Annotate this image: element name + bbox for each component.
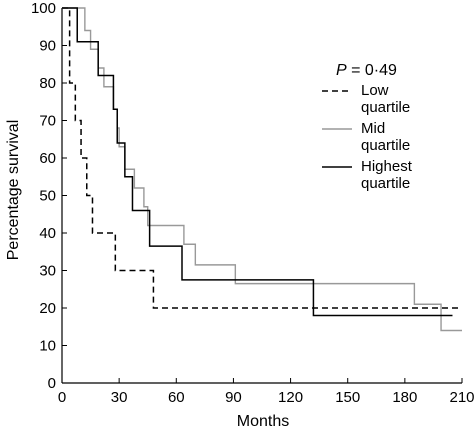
y-tick-label: 0 bbox=[48, 375, 56, 392]
legend-label-mid-quartile: Mid bbox=[361, 120, 385, 137]
y-tick-label: 80 bbox=[39, 75, 56, 92]
legend-label-highest-quartile: Highest bbox=[361, 158, 413, 175]
y-tick-label: 70 bbox=[39, 113, 56, 130]
y-tick-label: 90 bbox=[39, 38, 56, 55]
series-line-highest-quartile bbox=[62, 7, 453, 317]
y-tick-label: 100 bbox=[31, 0, 56, 17]
x-tick-label: 90 bbox=[225, 389, 242, 406]
y-tick-label: 20 bbox=[39, 300, 56, 317]
legend-label-highest-quartile: quartile bbox=[361, 175, 410, 192]
series-line-low-quartile bbox=[62, 7, 462, 309]
y-tick-label: 50 bbox=[39, 188, 56, 205]
x-axis-title: Months bbox=[237, 413, 289, 430]
x-tick-label: 0 bbox=[58, 389, 66, 406]
y-axis-title: Percentage survival bbox=[5, 120, 22, 261]
x-tick-label: 180 bbox=[392, 389, 417, 406]
legend-label-mid-quartile: quartile bbox=[361, 137, 410, 154]
x-tick-label: 60 bbox=[168, 389, 185, 406]
legend-label-low-quartile: quartile bbox=[361, 99, 410, 116]
x-tick-label: 150 bbox=[335, 389, 360, 406]
x-tick-label: 120 bbox=[278, 389, 303, 406]
y-tick-label: 10 bbox=[39, 338, 56, 355]
x-tick-label: 210 bbox=[449, 389, 474, 406]
y-tick-label: 30 bbox=[39, 263, 56, 280]
plot-area: 0 10 20 30 40 50 60 70 80 90 100 0 30 60 90 120 150 180 21… bbox=[31, 0, 475, 406]
y-tick-label: 60 bbox=[39, 150, 56, 167]
x-tick-label: 30 bbox=[111, 389, 128, 406]
p-value-annotation: P = 0·49 bbox=[336, 62, 397, 79]
legend-label-low-quartile: Low bbox=[361, 82, 389, 99]
y-tick-label: 40 bbox=[39, 225, 56, 242]
